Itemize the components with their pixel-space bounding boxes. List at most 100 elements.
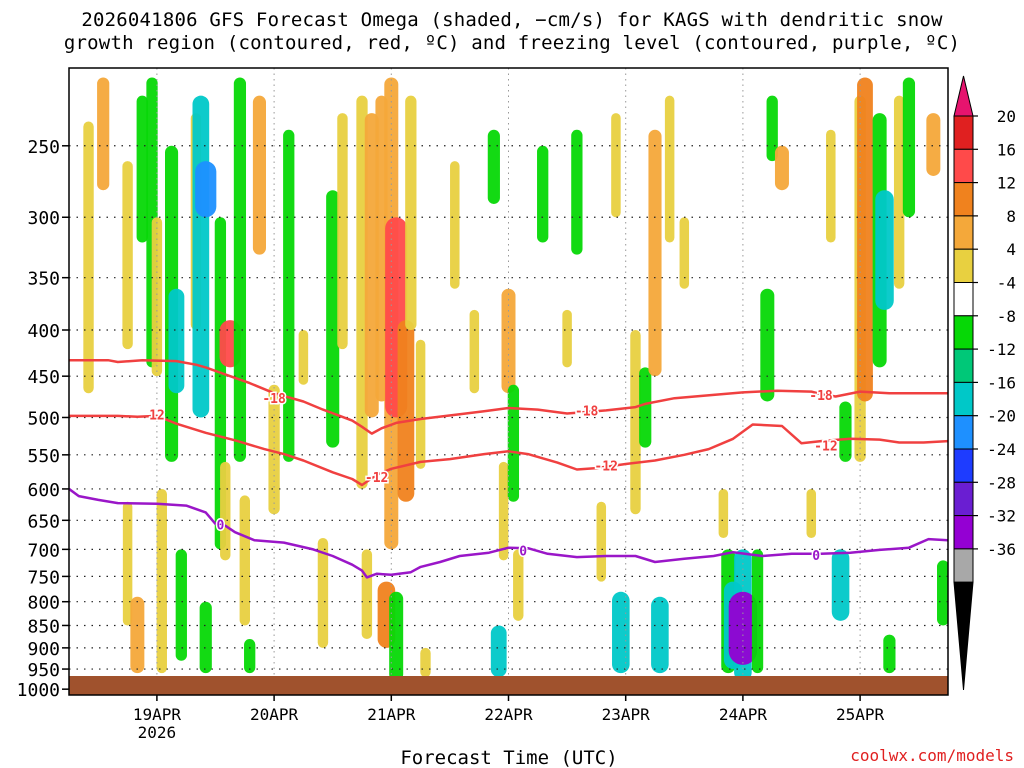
omega-patch: [501, 288, 516, 394]
omega-patch: [415, 339, 426, 469]
omega-patch: [893, 95, 905, 289]
colorbar-bottom-arrow: [953, 581, 974, 691]
omega-patch: [926, 113, 941, 176]
omega-patch: [774, 145, 789, 191]
chart-subtitle: growth region (contoured, red, ºC) and f…: [63, 32, 961, 54]
omega-patch: [596, 501, 607, 582]
chart-title: 2026041806 GFS Forecast Omega (shaded, −…: [81, 9, 943, 31]
omega-patch: [831, 549, 850, 621]
omega-patch: [337, 113, 348, 350]
omega-patch: [83, 121, 94, 394]
omega-patch: [268, 384, 280, 515]
colorbar-label: -8: [997, 307, 1016, 326]
omega-patch: [252, 95, 266, 255]
credit-link[interactable]: coolwx.com/models: [850, 746, 1014, 765]
omega-patch: [498, 461, 509, 561]
omega-patch: [361, 549, 373, 640]
omega-patch: [397, 320, 415, 502]
y-tick-label: 600: [27, 480, 60, 501]
colorbar-label: 8: [1006, 207, 1016, 226]
y-tick-label: 950: [27, 660, 60, 681]
x-tick-label: 20APR: [250, 705, 299, 724]
omega-patch: [630, 330, 641, 515]
y-tick-label: 900: [27, 639, 60, 660]
colorbar-label: -24: [987, 440, 1016, 459]
y-tick-label: 250: [27, 137, 60, 158]
omega-patch: [450, 161, 460, 289]
colorbar-swatch: [953, 215, 974, 250]
colorbar-swatch: [953, 381, 974, 417]
omega-patch: [239, 495, 250, 626]
omega-patch: [648, 129, 662, 377]
omega-patch: [389, 591, 404, 682]
omega-patch: [326, 190, 340, 448]
colorbar-swatch: [953, 415, 974, 450]
omega-patch: [469, 309, 480, 394]
omega-patch: [175, 549, 187, 661]
x-axis-label: Forecast Time (UTC): [400, 747, 617, 768]
omega-patch: [611, 113, 621, 218]
colorbar-swatch: [953, 182, 974, 217]
contour-label: -18: [575, 404, 599, 419]
omega-patch: [513, 549, 524, 621]
contour-label: -12: [594, 459, 617, 474]
omega-patch: [507, 384, 520, 502]
omega-patch: [420, 647, 431, 678]
omega-patch: [766, 95, 778, 162]
omega-patch: [537, 145, 549, 243]
omega-patch: [244, 639, 256, 674]
omega-patch: [487, 129, 500, 204]
colorbar-label: 12: [997, 174, 1016, 193]
omega-patch: [130, 596, 145, 674]
x-tick-label: 23APR: [602, 705, 651, 724]
omega-patch: [168, 288, 185, 394]
x-tick-label: 21APR: [367, 705, 416, 724]
omega-patch: [233, 77, 247, 462]
colorbar-label: -28: [987, 473, 1016, 492]
omega-patch: [857, 77, 873, 402]
colorbar-label: -4: [997, 274, 1016, 293]
omega-patch: [364, 113, 379, 418]
omega-patch: [317, 537, 329, 648]
omega-patch: [562, 309, 572, 368]
omega-patch: [490, 625, 507, 678]
grid: [69, 68, 948, 695]
colorbar-swatch: [953, 348, 974, 383]
colorbar-swatch: [953, 481, 974, 517]
omega-patch: [122, 161, 133, 350]
omega-patch: [571, 129, 583, 255]
contour-label: -12: [814, 439, 837, 454]
colorbar-top-arrow: [953, 75, 974, 117]
omega-field: [83, 77, 948, 682]
omega-patch: [839, 401, 852, 462]
omega-patch: [298, 330, 309, 385]
omega-patch: [283, 129, 295, 462]
colorbar-swatch: [953, 448, 974, 483]
colorbar: 20 16 12 8 4 -4 -8 -12 -16 -20 -24 -28 -32 -36: [953, 75, 1016, 691]
x-tick-label: 22APR: [484, 705, 533, 724]
omega-patch: [405, 95, 417, 331]
contour-label: 0: [216, 519, 224, 534]
colorbar-label: -16: [987, 373, 1016, 392]
colorbar-swatch: [953, 282, 974, 317]
contour-dgz-12: [69, 414, 948, 487]
y-tick-label: 800: [27, 593, 60, 614]
x-tick-label: 24APR: [719, 705, 768, 724]
colorbar-label: 4: [1006, 240, 1016, 259]
contour-label: 0: [812, 549, 820, 564]
omega-patch: [806, 488, 817, 538]
y-tick-label: 500: [27, 408, 60, 429]
omega-patch: [151, 217, 163, 377]
y-axis: 2503003504004505005506006507007508008509…: [17, 137, 69, 701]
colorbar-swatch: [953, 515, 974, 550]
omega-patch: [195, 161, 217, 218]
omega-patch: [220, 461, 231, 561]
omega-patch: [651, 596, 669, 674]
colorbar-swatch: [953, 248, 974, 283]
omega-patch: [875, 190, 894, 310]
contour-label: -12: [365, 471, 388, 486]
y-tick-label: 750: [27, 567, 60, 588]
x-tick-label: 25APR: [836, 705, 885, 724]
